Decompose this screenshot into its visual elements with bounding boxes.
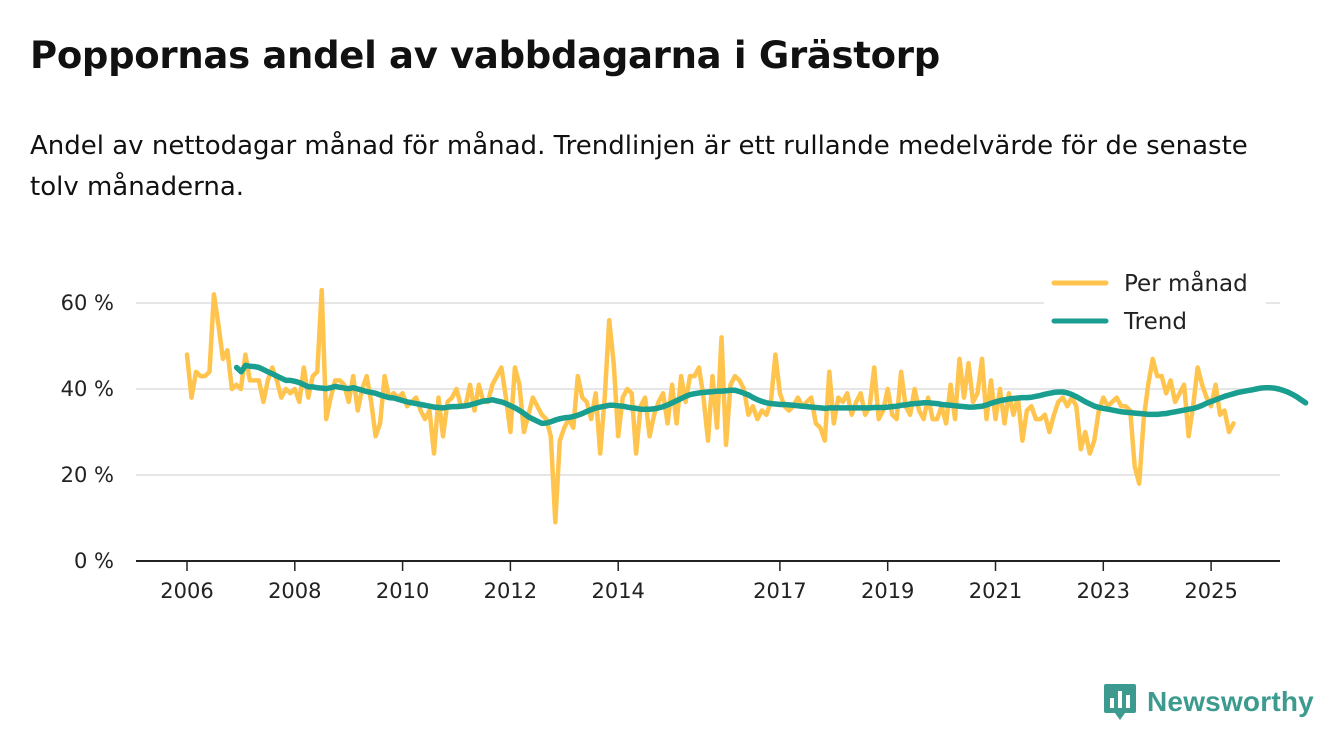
legend-background — [1044, 262, 1266, 346]
brand-logo: Newsworthy — [1103, 682, 1314, 722]
chart-subtitle: Andel av nettodagar månad för månad. Tre… — [30, 131, 1248, 202]
brand-name: Newsworthy — [1147, 686, 1314, 717]
y-axis: 0 % 20 % 40 % 60 % — [61, 291, 114, 573]
x-tick-label: 2017 — [753, 579, 806, 603]
x-tick-label: 2014 — [591, 579, 644, 603]
y-tick-label: 0 % — [74, 549, 114, 573]
y-tick-label: 20 % — [61, 463, 114, 487]
x-tick-label: 2010 — [376, 579, 429, 603]
y-tick-label: 40 % — [61, 377, 114, 401]
x-tick-label: 2012 — [484, 579, 537, 603]
x-tick-label: 2008 — [268, 579, 321, 603]
x-tick-label: 2006 — [160, 579, 213, 603]
x-tick-label: 2019 — [861, 579, 914, 603]
series-line-trend — [233, 362, 1309, 427]
legend-label-per-manad: Per månad — [1124, 269, 1248, 297]
bar-chart-icon — [1104, 684, 1136, 720]
x-tick-label: 2025 — [1184, 579, 1237, 603]
legend-label-trend: Trend — [1123, 309, 1187, 335]
legend: Per månad Trend — [1044, 262, 1266, 346]
x-tick-label: 2021 — [969, 579, 1022, 603]
x-tick-label: 2023 — [1077, 579, 1130, 603]
y-tick-label: 60 % — [61, 291, 114, 315]
page-title: Poppornas andel av vabbdagarna i Grästor… — [30, 34, 940, 77]
series-layer — [184, 287, 1309, 525]
x-axis: 2006 2008 2010 2012 2014 2017 2019 2021 2023 2025 — [136, 560, 1280, 603]
